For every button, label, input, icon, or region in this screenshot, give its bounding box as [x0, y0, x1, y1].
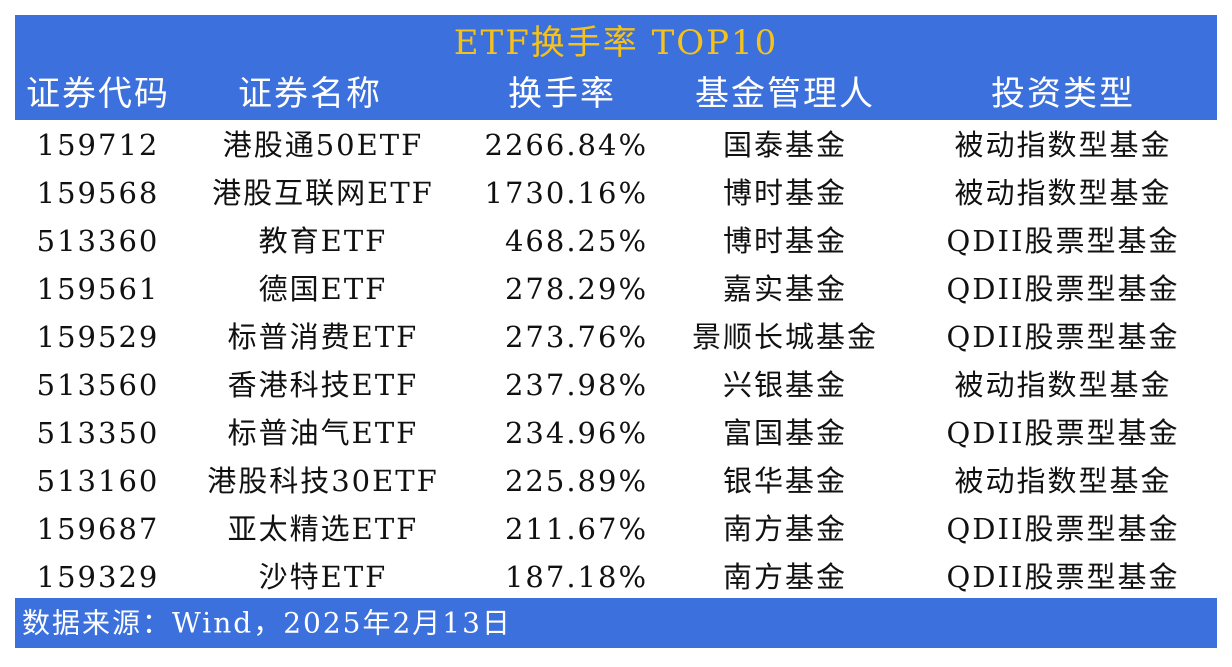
cell: 被动指数型基金	[954, 464, 1171, 498]
source-note: 数据来源：Wind，2025年2月13日	[22, 607, 512, 640]
cell: 1730.16%	[485, 176, 648, 210]
cell: 被动指数型基金	[954, 128, 1171, 162]
cell: QDII股票型基金	[947, 224, 1180, 258]
cell: 159561	[37, 272, 160, 306]
cell: 南方基金	[723, 560, 847, 594]
column-header: 证券名称	[238, 74, 382, 114]
cell: 富国基金	[723, 416, 847, 450]
title: ETF换手率 TOP10	[454, 23, 779, 63]
column-header: 证券代码	[26, 74, 170, 114]
cell: 港股互联网ETF	[212, 176, 434, 210]
cell: 159529	[37, 320, 160, 354]
cell: 香港科技ETF	[228, 368, 419, 402]
cell: 沙特ETF	[259, 560, 388, 594]
cell: 159712	[37, 128, 160, 162]
cell: 博时基金	[723, 176, 847, 210]
cell: 211.67%	[505, 512, 648, 546]
cell: 159568	[37, 176, 160, 210]
cell: 兴银基金	[723, 368, 847, 402]
cell: 513560	[37, 368, 160, 402]
cell: 景顺长城基金	[692, 320, 878, 354]
cell: 银华基金	[723, 464, 847, 498]
cell: 南方基金	[723, 512, 847, 546]
cell: 2266.84%	[485, 128, 648, 162]
cell: QDII股票型基金	[947, 512, 1180, 546]
cell: QDII股票型基金	[947, 560, 1180, 594]
cell: 被动指数型基金	[954, 368, 1171, 402]
cell: 标普油气ETF	[228, 416, 419, 450]
cell: 513360	[37, 224, 160, 258]
cell: 教育ETF	[259, 224, 388, 258]
column-header: 投资类型	[991, 74, 1135, 114]
cell: 嘉实基金	[723, 272, 847, 306]
cell: 237.98%	[505, 368, 648, 402]
cell: 159687	[37, 512, 160, 546]
cell: 513350	[37, 416, 160, 450]
cell: 187.18%	[505, 560, 648, 594]
cell: 513160	[37, 464, 160, 498]
cell: 234.96%	[505, 416, 648, 450]
cell: QDII股票型基金	[947, 272, 1180, 306]
cell: 468.25%	[505, 224, 648, 258]
cell: QDII股票型基金	[947, 416, 1180, 450]
cell: 225.89%	[505, 464, 648, 498]
cell: 港股科技30ETF	[207, 464, 439, 498]
cell: 标普消费ETF	[228, 320, 419, 354]
cell: QDII股票型基金	[947, 320, 1180, 354]
cell: 159329	[37, 560, 160, 594]
cell: 德国ETF	[259, 272, 388, 306]
cell: 国泰基金	[723, 128, 847, 162]
cell: 博时基金	[723, 224, 847, 258]
cell: 港股通50ETF	[223, 128, 424, 162]
column-header: 换手率	[508, 74, 616, 114]
header-band	[15, 15, 1217, 120]
cell: 亚太精选ETF	[228, 512, 419, 546]
footer-band	[15, 598, 1217, 648]
cell: 278.29%	[505, 272, 648, 306]
cell: 273.76%	[505, 320, 648, 354]
column-header: 基金管理人	[695, 74, 875, 114]
cell: 被动指数型基金	[954, 176, 1171, 210]
